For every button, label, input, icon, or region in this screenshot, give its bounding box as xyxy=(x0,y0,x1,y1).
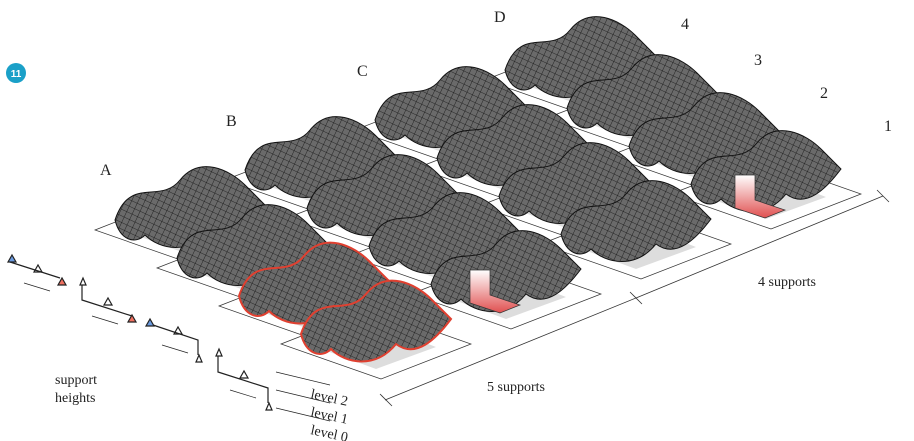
dimension-label: 4 supports xyxy=(758,275,816,290)
surface-grid xyxy=(95,17,861,379)
figure-number: 11 xyxy=(11,69,22,80)
column-label: 3 xyxy=(754,52,762,69)
row-label: D xyxy=(494,9,506,26)
column-label: 4 xyxy=(681,16,689,33)
row-label: C xyxy=(357,63,368,80)
row-label: A xyxy=(100,162,112,179)
figure: 11 A B C D 4 3 2 1 4 supports 5 supports… xyxy=(0,0,914,441)
column-label: 1 xyxy=(884,118,892,135)
legend-title: heights xyxy=(55,391,95,406)
dimension-label: 5 supports xyxy=(487,380,545,395)
legend-title: support xyxy=(55,373,97,388)
row-label: B xyxy=(226,113,237,130)
column-label: 2 xyxy=(820,85,828,102)
